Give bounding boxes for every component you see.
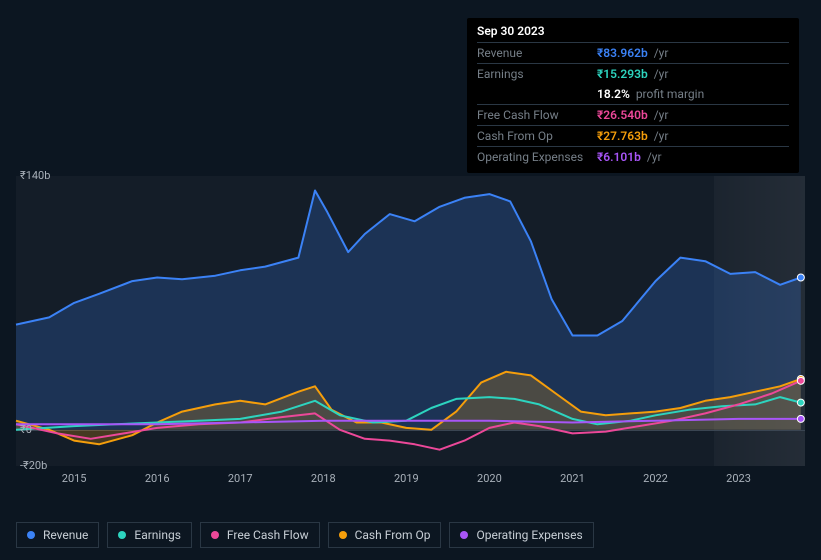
tooltip-unit: /yr <box>651 129 669 143</box>
legend-swatch <box>211 531 219 539</box>
series-end-marker <box>797 274 804 281</box>
legend-item-earnings[interactable]: Earnings <box>107 522 192 548</box>
legend-label: Free Cash Flow <box>227 528 309 542</box>
tooltip-unit: /yr <box>651 46 669 60</box>
legend-item-cash-from-op[interactable]: Cash From Op <box>328 522 442 548</box>
legend-label: Operating Expenses <box>476 528 582 542</box>
series-end-marker <box>797 377 804 384</box>
chart-svg <box>16 176 805 466</box>
tooltip-value: ₹27.763b <box>597 129 648 143</box>
tooltip-value: ₹15.293b <box>597 67 648 81</box>
x-axis-label: 2020 <box>477 472 502 485</box>
legend-swatch <box>460 531 468 539</box>
legend-label: Revenue <box>43 528 88 542</box>
tooltip-value: 18.2% <box>597 87 630 101</box>
y-axis-label: ₹0 <box>20 423 24 436</box>
tooltip-row: Operating Expenses₹6.101b /yr <box>477 146 789 167</box>
tooltip-row: Cash From Op₹27.763b /yr <box>477 125 789 146</box>
tooltip-unit: profit margin <box>633 87 704 101</box>
tooltip-label: Cash From Op <box>477 129 597 143</box>
tooltip-label <box>477 87 597 101</box>
tooltip-value: ₹26.540b <box>597 108 648 122</box>
tooltip-unit: /yr <box>651 67 669 81</box>
tooltip-label: Operating Expenses <box>477 150 597 164</box>
tooltip-date: Sep 30 2023 <box>477 24 789 42</box>
legend-swatch <box>339 531 347 539</box>
x-axis-label: 2018 <box>311 472 336 485</box>
tooltip-row: Revenue₹83.962b /yr <box>477 42 789 63</box>
tooltip-unit: /yr <box>644 150 662 164</box>
x-axis-label: 2023 <box>726 472 751 485</box>
tooltip-label: Revenue <box>477 46 597 60</box>
series-end-marker <box>797 399 804 406</box>
tooltip-label: Earnings <box>477 67 597 81</box>
x-axis-label: 2019 <box>394 472 419 485</box>
legend-swatch <box>27 531 35 539</box>
legend-item-operating-expenses[interactable]: Operating Expenses <box>449 522 593 548</box>
tooltip-value: ₹83.962b <box>597 46 648 60</box>
tooltip-row: 18.2% profit margin <box>477 84 789 104</box>
tooltip-row: Free Cash Flow₹26.540b /yr <box>477 104 789 125</box>
legend-label: Cash From Op <box>355 528 431 542</box>
chart-plot-area <box>16 176 805 466</box>
series-end-marker <box>797 415 804 422</box>
x-axis-label: 2016 <box>145 472 170 485</box>
chart-tooltip: Sep 30 2023 Revenue₹83.962b /yrEarnings₹… <box>467 18 799 173</box>
legend-item-revenue[interactable]: Revenue <box>16 522 99 548</box>
tooltip-row: Earnings₹15.293b /yr <box>477 63 789 84</box>
x-axis-label: 2017 <box>228 472 253 485</box>
x-axis-label: 2015 <box>62 472 87 485</box>
y-axis-label: ₹140b <box>20 169 24 182</box>
tooltip-unit: /yr <box>651 108 669 122</box>
series-area-revenue <box>16 191 801 430</box>
y-axis-label: -₹20b <box>20 459 24 472</box>
tooltip-value: ₹6.101b <box>597 150 641 164</box>
tooltip-label: Free Cash Flow <box>477 108 597 122</box>
legend-label: Earnings <box>134 528 181 542</box>
x-axis-label: 2021 <box>560 472 585 485</box>
chart-legend: Revenue Earnings Free Cash Flow Cash From O… <box>16 522 594 548</box>
legend-swatch <box>118 531 126 539</box>
legend-item-free-cash-flow[interactable]: Free Cash Flow <box>200 522 320 548</box>
x-axis-label: 2022 <box>643 472 668 485</box>
